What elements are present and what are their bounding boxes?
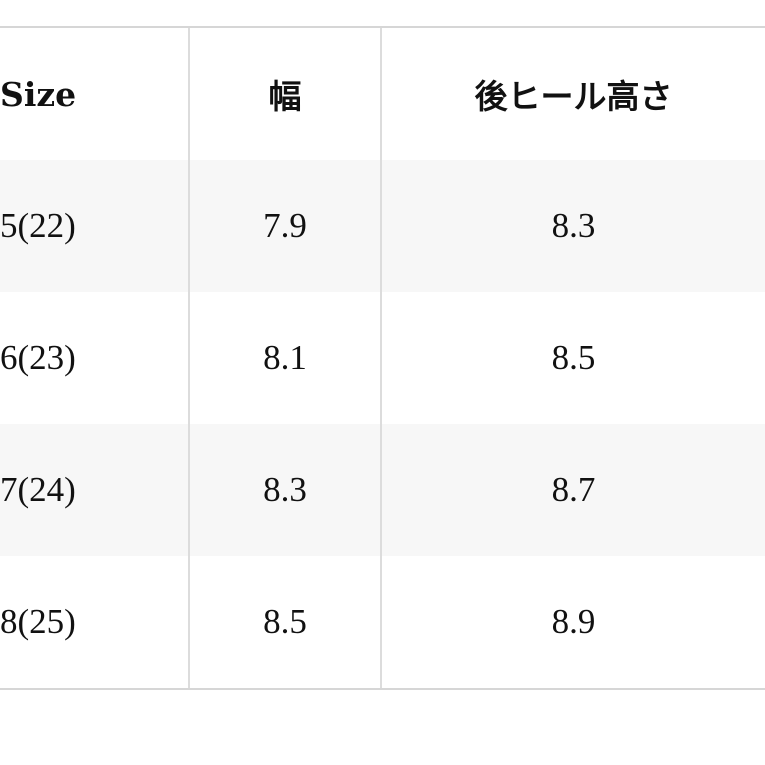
cell-heel-height: 8.9 bbox=[551, 602, 596, 641]
table-row: 5(22) 7.9 8.3 bbox=[0, 160, 765, 292]
table-header-row: Size 幅 後ヒール高さ bbox=[0, 28, 765, 160]
cell-size: 5(22) bbox=[0, 160, 190, 292]
cell-size: 8(25) bbox=[0, 556, 190, 688]
table-row: 8(25) 8.5 8.9 bbox=[0, 556, 765, 688]
cell-size: 6(23) bbox=[0, 292, 190, 424]
header-size: Size bbox=[0, 28, 190, 160]
cell-width: 8.3 bbox=[190, 424, 382, 556]
cell-heel-height: 8.7 bbox=[551, 470, 596, 509]
size-table: Size 幅 後ヒール高さ 5(22) 7.9 8.3 6(23) 8.1 8.… bbox=[0, 26, 765, 690]
cell-heel-height: 8.5 bbox=[551, 338, 596, 377]
cell-width: 8.5 bbox=[190, 556, 382, 688]
cell-width: 8.1 bbox=[190, 292, 382, 424]
table-row: 7(24) 8.3 8.7 bbox=[0, 424, 765, 556]
cell-width: 7.9 bbox=[190, 160, 382, 292]
cell-heel-height: 8.3 bbox=[551, 206, 596, 245]
header-heel-height: 後ヒール高さ bbox=[474, 77, 673, 116]
header-width: 幅 bbox=[190, 28, 382, 160]
table-row: 6(23) 8.1 8.5 bbox=[0, 292, 765, 424]
cell-size: 7(24) bbox=[0, 424, 190, 556]
